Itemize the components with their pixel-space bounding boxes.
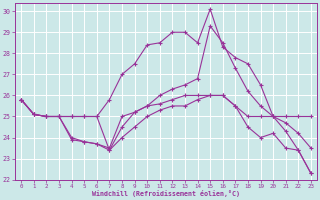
X-axis label: Windchill (Refroidissement éolien,°C): Windchill (Refroidissement éolien,°C) bbox=[92, 190, 240, 197]
